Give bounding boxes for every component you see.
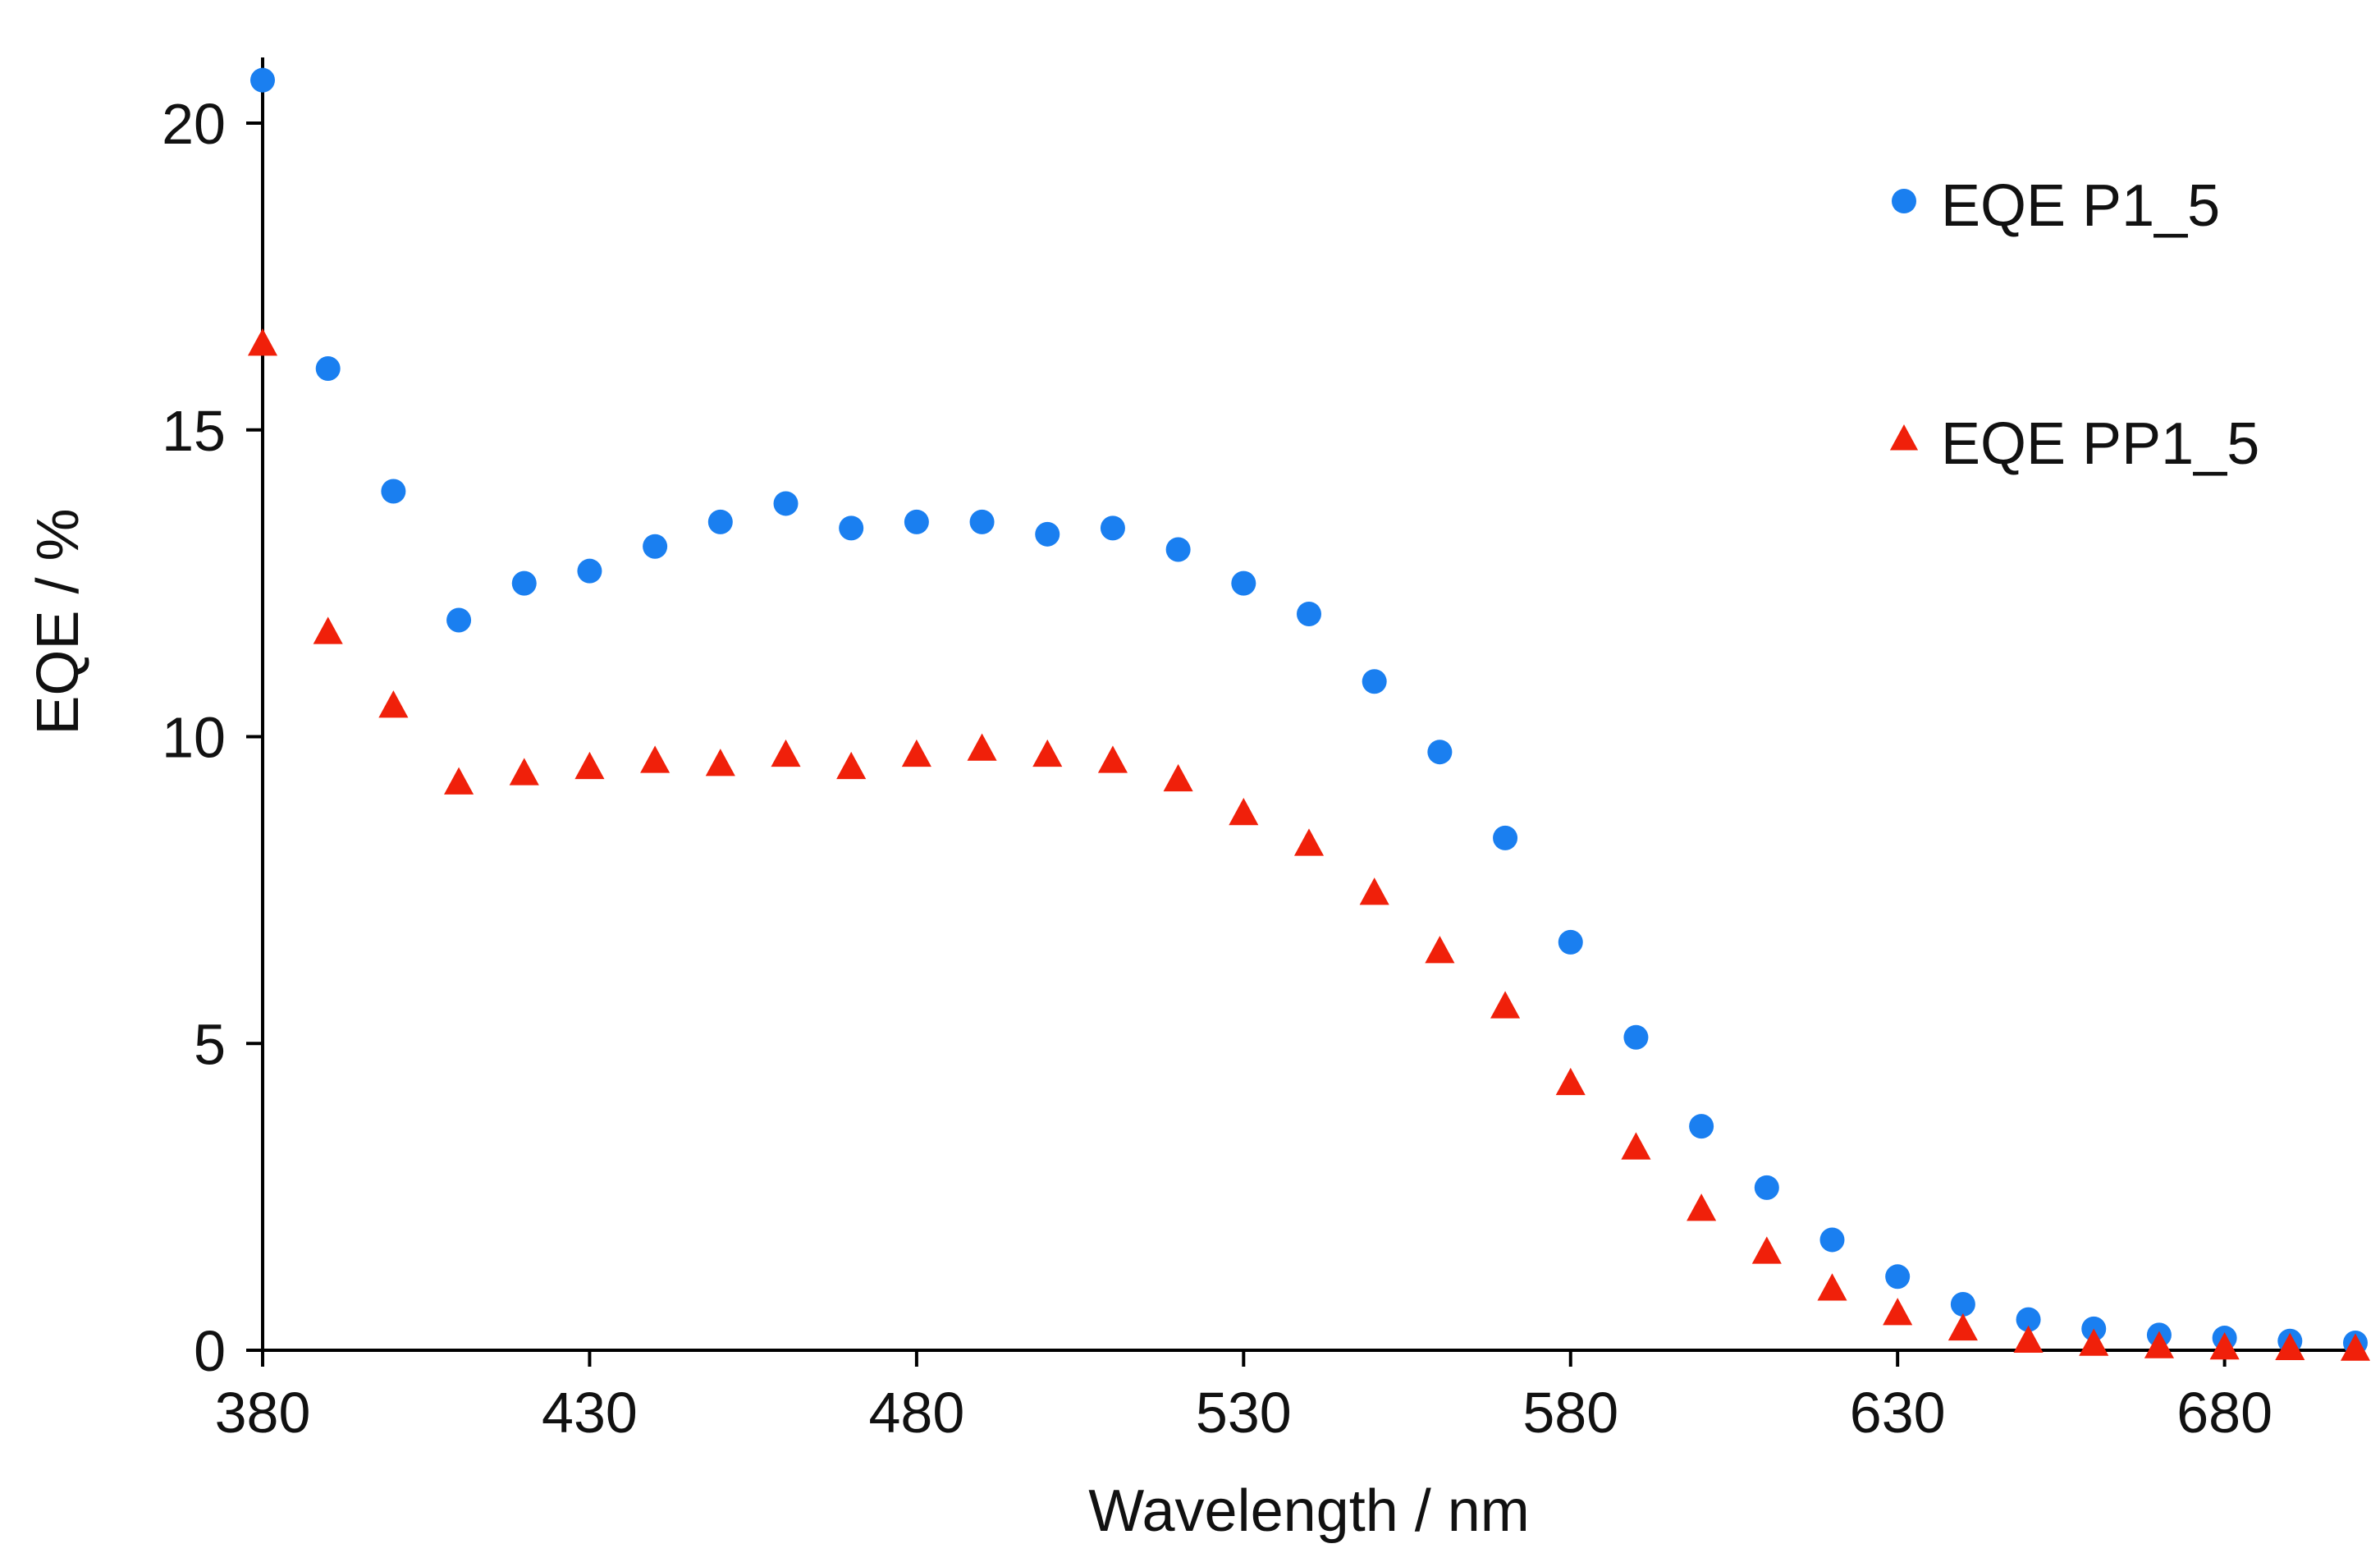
x-tick-label: 430 xyxy=(542,1381,638,1445)
legend-label: EQE P1_5 xyxy=(1941,173,2220,239)
data-point-triangle xyxy=(1425,936,1455,964)
data-point-triangle xyxy=(509,758,539,786)
data-point-circle xyxy=(1950,1291,1975,1317)
data-point-circle xyxy=(1558,929,1583,955)
axis-ticks: 380 430 480 530 580 630 680 0 5 10 15 20 xyxy=(162,92,2272,1445)
series-2 xyxy=(247,328,2371,1361)
data-point-triangle xyxy=(1163,763,1193,792)
data-point-triangle xyxy=(1555,1067,1586,1096)
data-point-triangle xyxy=(574,751,605,780)
x-tick-label: 530 xyxy=(1196,1381,1292,1445)
data-point-circle xyxy=(1689,1114,1714,1139)
y-tick-label: 0 xyxy=(194,1319,226,1383)
data-point-circle xyxy=(446,607,472,633)
data-point-circle xyxy=(707,509,733,534)
series-1 xyxy=(250,67,2368,1356)
y-tick-label: 10 xyxy=(162,706,226,770)
data-point-circle xyxy=(1819,1227,1845,1253)
data-point-triangle xyxy=(705,749,735,776)
data-points xyxy=(247,67,2371,1361)
data-point-circle xyxy=(1297,602,1321,626)
data-point-triangle xyxy=(1947,1312,1978,1341)
data-point-circle xyxy=(969,509,995,534)
x-tick-label: 580 xyxy=(1522,1381,1618,1445)
data-point-circle xyxy=(1427,740,1453,765)
data-point-triangle xyxy=(1229,797,1259,826)
data-point-triangle xyxy=(313,616,343,644)
x-tick-label: 630 xyxy=(1850,1381,1946,1445)
data-point-triangle xyxy=(378,690,409,718)
legend: EQE P1_5 EQE PP1_5 xyxy=(1889,173,2259,477)
y-axis-title: EQE / % xyxy=(25,508,91,735)
data-point-triangle xyxy=(2144,1331,2174,1358)
legend-marker-triangle xyxy=(1889,424,1919,451)
data-point-triangle xyxy=(247,328,278,356)
data-point-triangle xyxy=(444,767,474,795)
data-point-triangle xyxy=(2340,1333,2371,1361)
data-point-triangle xyxy=(771,739,801,767)
x-tick-label: 380 xyxy=(215,1381,311,1445)
data-point-circle xyxy=(250,67,275,93)
data-point-triangle xyxy=(836,751,867,780)
data-point-circle xyxy=(577,558,602,584)
data-point-triangle xyxy=(1097,745,1128,773)
data-point-circle xyxy=(1885,1264,1911,1290)
data-point-triangle xyxy=(1883,1298,1913,1326)
x-tick-label: 480 xyxy=(868,1381,964,1445)
data-point-triangle xyxy=(2275,1332,2305,1361)
legend-label: EQE PP1_5 xyxy=(1941,411,2259,477)
data-point-circle xyxy=(1754,1175,1779,1200)
legend-marker-circle xyxy=(1892,189,1916,213)
data-point-triangle xyxy=(2013,1325,2044,1354)
data-point-triangle xyxy=(967,733,997,761)
data-point-circle xyxy=(1165,537,1191,562)
data-point-circle xyxy=(643,534,668,559)
data-point-circle xyxy=(1231,570,1256,596)
data-point-circle xyxy=(1362,669,1387,694)
data-point-triangle xyxy=(1687,1193,1717,1221)
y-tick-label: 20 xyxy=(162,92,226,156)
data-point-triangle xyxy=(1621,1132,1651,1160)
data-point-circle xyxy=(1493,825,1518,850)
data-point-circle xyxy=(1623,1024,1649,1050)
data-point-triangle xyxy=(640,745,671,773)
data-point-triangle xyxy=(1490,991,1521,1019)
data-point-triangle xyxy=(2079,1328,2109,1356)
y-tick-label: 5 xyxy=(194,1012,226,1076)
y-tick-label: 15 xyxy=(162,399,226,463)
data-point-circle xyxy=(839,515,864,541)
data-point-circle xyxy=(315,356,341,381)
data-point-triangle xyxy=(901,739,931,767)
data-point-triangle xyxy=(1032,739,1063,767)
data-point-triangle xyxy=(1359,877,1389,905)
data-point-triangle xyxy=(1293,828,1325,856)
x-axis-title: Wavelength / nm xyxy=(1088,1478,1530,1544)
data-point-triangle xyxy=(2209,1332,2240,1360)
data-point-circle xyxy=(773,491,799,516)
data-point-circle xyxy=(904,509,929,534)
data-point-triangle xyxy=(1817,1273,1847,1301)
x-tick-label: 680 xyxy=(2176,1381,2272,1445)
data-point-circle xyxy=(511,570,537,596)
axes xyxy=(261,57,2355,1352)
data-point-triangle xyxy=(1751,1236,1782,1264)
data-point-circle xyxy=(381,479,406,504)
data-point-circle xyxy=(2016,1307,2041,1332)
data-point-circle xyxy=(1035,521,1060,547)
data-point-circle xyxy=(1100,515,1125,541)
